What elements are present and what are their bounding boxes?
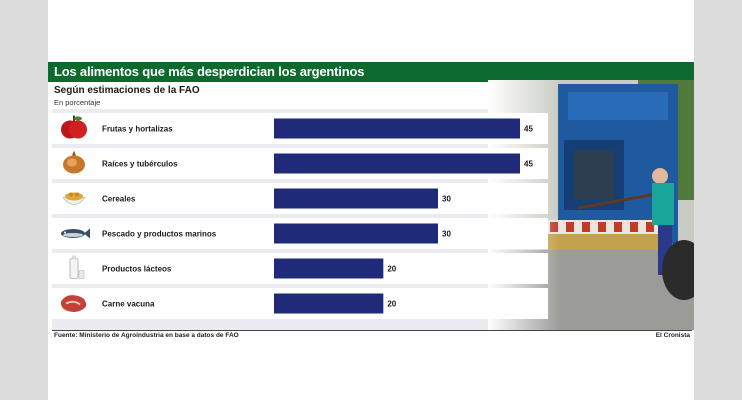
infographic: Los alimentos que más desperdician los a… [48, 62, 694, 340]
category-label: Raíces y tubérculos [102, 160, 178, 169]
bar [274, 153, 520, 174]
title-bar: Los alimentos que más desperdician los a… [48, 62, 694, 82]
row-label-bg [52, 288, 268, 319]
value-label: 30 [442, 195, 451, 204]
value-label: 30 [442, 230, 451, 239]
category-label: Cereales [102, 195, 136, 204]
value-label: 45 [524, 125, 533, 134]
source-prefix: Fuente: [54, 332, 78, 339]
bar [274, 293, 384, 314]
apple-icon [61, 115, 87, 139]
source-text: Ministerio de Agroindustria en base a da… [79, 332, 239, 339]
category-label: Pescado y productos marinos [102, 230, 217, 239]
bar [274, 258, 384, 279]
bar [274, 188, 438, 209]
cereal-bowl-icon [62, 192, 86, 205]
row-label-bg [52, 113, 268, 144]
units-label: En porcentaje [54, 98, 101, 107]
fish-icon [61, 228, 90, 239]
source-note: Fuente: Ministerio de Agroindustria en b… [54, 332, 239, 339]
category-label: Frutas y hortalizas [102, 125, 173, 134]
row-label-bg [52, 253, 268, 284]
onion-icon [63, 150, 85, 174]
bar-chart: Frutas y hortalizas 45 Raíces y tubérculos… [52, 113, 548, 319]
chart-title: Los alimentos que más desperdician los a… [54, 64, 365, 79]
row-label-bg [52, 148, 268, 179]
value-label: 20 [387, 300, 396, 309]
category-label: Carne vacuna [102, 300, 155, 309]
bar [274, 118, 520, 139]
publisher-credit: El Cronista [655, 332, 690, 339]
value-label: 20 [387, 265, 396, 274]
chart-subtitle: Según estimaciones de la FAO [54, 85, 200, 96]
footer-rule [52, 330, 692, 331]
value-label: 45 [524, 160, 533, 169]
bar [274, 223, 438, 244]
milk-bottle-icon [69, 255, 85, 279]
category-label: Productos lácteos [102, 265, 172, 274]
meat-icon [60, 295, 87, 312]
row-label-bg [52, 183, 268, 214]
